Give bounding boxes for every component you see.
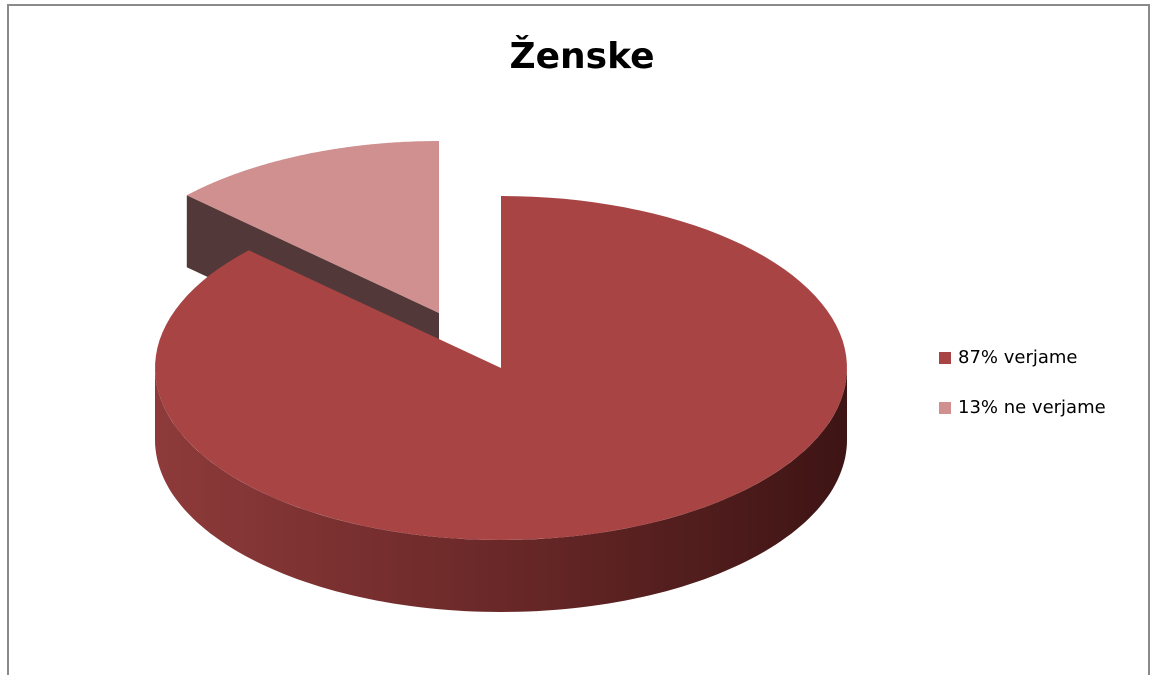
legend-swatch xyxy=(939,352,951,364)
legend-label: 87% verjame xyxy=(958,347,1078,368)
slice-wall xyxy=(155,368,847,612)
slice xyxy=(186,141,439,313)
chart-title: Ženske xyxy=(510,35,655,77)
slice xyxy=(155,196,847,540)
legend-swatch xyxy=(939,402,951,414)
legend-label: 13% ne verjame xyxy=(958,397,1106,418)
